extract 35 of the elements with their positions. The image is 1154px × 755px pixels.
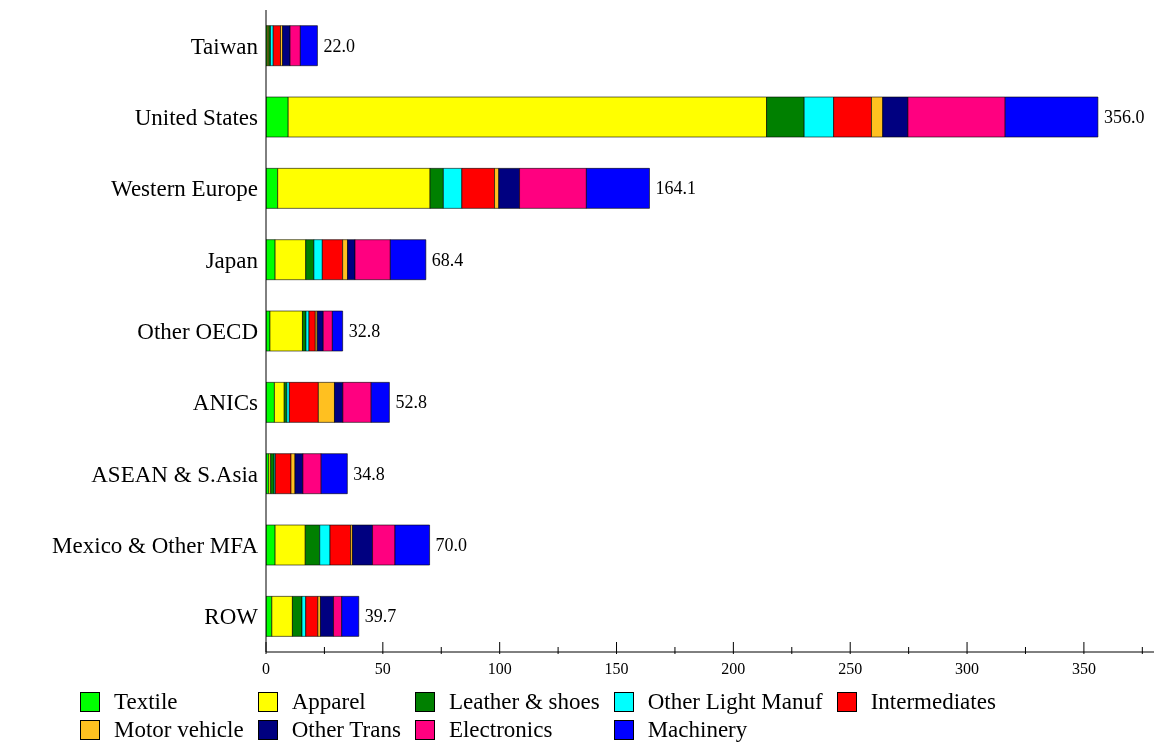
total-label: 70.0 — [435, 535, 468, 556]
y-tick-label: Japan — [205, 247, 259, 273]
legend-label: Textile — [114, 688, 178, 716]
x-tick-label: 0 — [262, 660, 270, 677]
legend-label: Apparel — [291, 688, 366, 716]
y-tick-label: Other OECD — [137, 319, 258, 345]
x-tick-label: 300 — [955, 660, 980, 677]
x-tick-label: 350 — [1071, 660, 1096, 677]
legend-label: Leather & shoes — [448, 688, 600, 716]
x-tick-label: 100 — [487, 660, 512, 677]
legend-label: Other Light Manuf — [647, 688, 823, 716]
legend-label: Machinery — [647, 716, 748, 744]
y-tick-label: ASEAN & S.Asia — [91, 461, 258, 487]
total-label: 22.0 — [323, 35, 355, 56]
total-label: 164.1 — [655, 178, 696, 199]
y-tick-label: Taiwan — [190, 33, 259, 59]
total-label: 52.8 — [395, 392, 427, 413]
x-tick-label: 250 — [838, 660, 863, 677]
legend-label: Intermediates — [870, 688, 996, 716]
x-tick-label: 200 — [721, 660, 746, 677]
total-label: 39.7 — [364, 606, 397, 627]
x-tick-label: 50 — [374, 660, 391, 677]
total-label: 34.8 — [353, 463, 385, 484]
total-label: 68.4 — [431, 249, 464, 270]
y-tick-label: ROW — [204, 604, 259, 630]
y-tick-label: ANICs — [192, 390, 259, 416]
legend-label: Motor vehicle — [114, 716, 244, 744]
legend-label: Other Trans — [291, 716, 401, 744]
legend-label: Electronics — [448, 716, 553, 744]
total-label: 32.8 — [348, 321, 381, 342]
y-tick-label: United States — [134, 105, 259, 131]
x-tick-label: 150 — [604, 660, 629, 677]
y-tick-label: Western Europe — [111, 176, 258, 202]
y-tick-label: Mexico & Other MFA — [52, 533, 259, 559]
total-label: 356.0 — [1103, 107, 1145, 128]
